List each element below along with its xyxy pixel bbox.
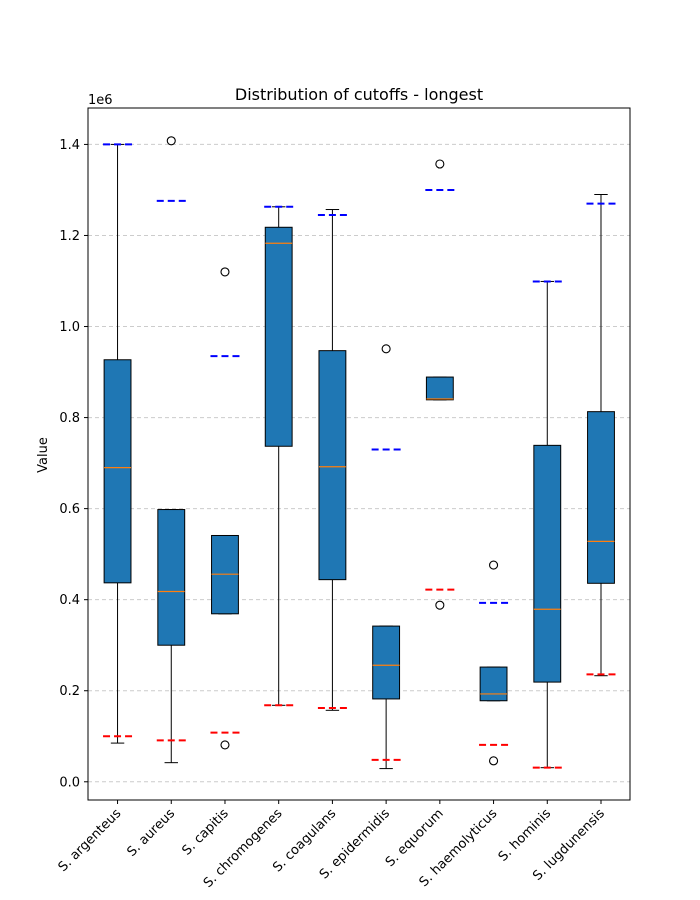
box-group-1: [103, 143, 133, 744]
y-axis-ticks: 0.0 0.2 0.4 0.6 0.8 1.0 1.2 1.4: [59, 138, 88, 790]
box-group-7: [425, 159, 455, 610]
outlier-point: [220, 740, 230, 750]
y-tick-label: 1.0: [59, 320, 80, 335]
outlier-point: [489, 560, 499, 570]
y-tick-label: 0.6: [59, 502, 80, 517]
box: [425, 376, 454, 401]
box-group-3: [210, 267, 240, 750]
x-tick-label: S. aureus: [124, 806, 178, 860]
y-tick-label: 1.2: [59, 229, 80, 244]
box-group-2: [156, 136, 186, 764]
box-group-8: [479, 560, 509, 766]
box: [318, 350, 347, 581]
outlier-point: [166, 136, 176, 146]
y-tick-label: 0.8: [59, 411, 80, 426]
x-tick-label: S. argenteus: [56, 806, 125, 875]
y-axis-label: Value: [36, 437, 51, 473]
outlier-point: [381, 344, 391, 354]
box: [103, 359, 132, 584]
box: [533, 444, 562, 683]
box-group-5: [317, 209, 347, 711]
y-tick-label: 0.0: [59, 775, 80, 790]
box: [587, 411, 615, 584]
box: [264, 226, 293, 447]
box-group-4: [264, 205, 294, 707]
outlier-point: [489, 756, 499, 766]
box: [372, 625, 401, 700]
y-axis-offset-label: 1e6: [88, 93, 113, 108]
outlier-point: [435, 600, 445, 610]
y-tick-label: 1.4: [59, 138, 80, 153]
x-tick-label: S. hominis: [496, 806, 555, 865]
box-group-6: [371, 344, 401, 770]
box: [479, 666, 508, 702]
plot-area: [103, 136, 616, 770]
y-tick-label: 0.2: [59, 684, 80, 699]
box-group-10: [586, 194, 616, 677]
box-group-9: [532, 280, 562, 769]
chart-title: Distribution of cutoffs - longest: [235, 85, 483, 104]
outlier-point: [435, 159, 445, 169]
axes-frame: [87, 107, 631, 801]
x-tick-label: S. capitis: [179, 806, 231, 858]
outlier-point: [220, 267, 230, 277]
box: [157, 509, 186, 646]
y-tick-label: 0.4: [59, 593, 80, 608]
